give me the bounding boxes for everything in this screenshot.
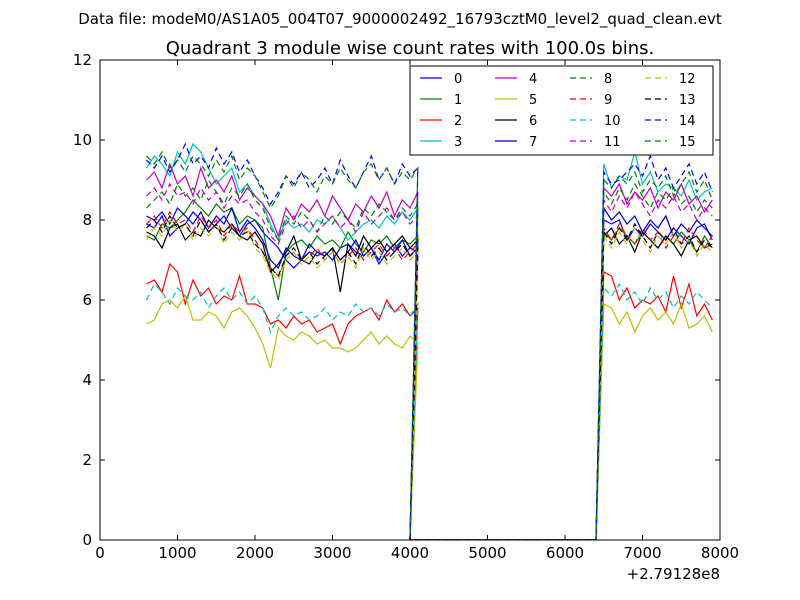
legend-label-8: 8 — [604, 72, 612, 87]
legend-label-5: 5 — [529, 93, 537, 108]
ticks-layer: 0 1000 2000 3000 4000 5000 6000 7000 80000246810… — [73, 51, 739, 562]
chart-title: Quadrant 3 module wise count rates with … — [166, 38, 655, 59]
x-tick-label: 2000 — [236, 544, 274, 562]
legend-label-10: 10 — [604, 114, 621, 129]
chart-suptitle: Data file: modeM0/AS1A05_004T07_90000024… — [78, 10, 722, 29]
legend-label-13: 13 — [679, 93, 696, 108]
legend-frame — [409, 65, 714, 156]
series-line-3 — [145, 142, 713, 540]
y-tick-label: 10 — [73, 131, 92, 149]
series-line-10 — [145, 282, 713, 540]
y-tick-label: 2 — [82, 451, 92, 469]
x-tick-label: 5000 — [468, 544, 506, 562]
x-tick-label: 1000 — [158, 544, 196, 562]
legend-label-11: 11 — [604, 135, 621, 150]
legend-label-6: 6 — [529, 114, 537, 129]
series-line-6 — [146, 218, 713, 540]
series-line-5 — [146, 294, 713, 540]
series-line-15 — [146, 150, 713, 540]
legend-label-15: 15 — [679, 135, 696, 150]
y-tick-label: 8 — [82, 211, 92, 229]
x-tick-label: 4000 — [391, 544, 429, 562]
y-tick-label: 6 — [82, 291, 92, 309]
y-tick-label: 12 — [73, 51, 92, 69]
series-line-12 — [145, 218, 713, 540]
series-line-9 — [146, 210, 713, 540]
legend-label-12: 12 — [679, 72, 696, 87]
legend-label-14: 14 — [679, 114, 696, 129]
y-tick-label: 4 — [82, 371, 92, 389]
legend-label-3: 3 — [454, 135, 462, 150]
legend-label-7: 7 — [529, 135, 537, 150]
legend-label-4: 4 — [529, 72, 537, 87]
series-line-13 — [146, 214, 713, 540]
x-tick-label: 6000 — [546, 544, 584, 562]
x-tick-label: 3000 — [313, 544, 351, 562]
x-tick-label: 8000 — [701, 544, 739, 562]
x-tick-label: 0 — [95, 544, 105, 562]
legend-label-2: 2 — [454, 114, 462, 129]
series-line-2 — [146, 262, 713, 540]
legend-label-9: 9 — [604, 93, 612, 108]
legend-label-0: 0 — [454, 72, 462, 87]
series-line-11 — [146, 182, 713, 540]
series-layer — [145, 142, 713, 540]
x-offset-label: +2.79128e8 — [627, 565, 720, 583]
x-tick-label: 7000 — [623, 544, 661, 562]
y-tick-label: 0 — [82, 531, 92, 549]
series-line-14 — [146, 142, 713, 540]
legend-label-1: 1 — [454, 93, 462, 108]
